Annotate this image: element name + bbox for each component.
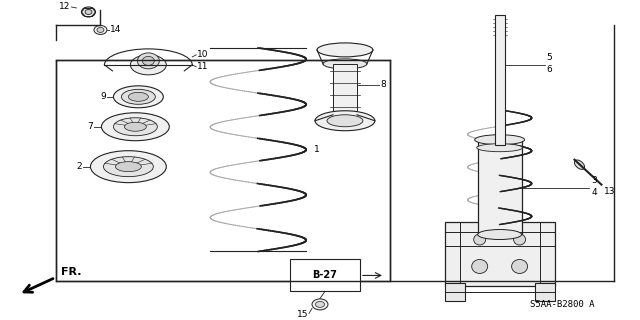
Ellipse shape [115, 162, 141, 172]
Ellipse shape [317, 43, 373, 57]
Ellipse shape [472, 260, 488, 274]
Ellipse shape [574, 160, 584, 169]
Ellipse shape [104, 157, 154, 177]
Text: 12: 12 [59, 3, 70, 12]
Text: 15: 15 [296, 310, 308, 319]
Ellipse shape [94, 26, 107, 35]
Ellipse shape [142, 56, 154, 65]
Ellipse shape [138, 53, 159, 69]
Text: FR.: FR. [61, 268, 81, 277]
Ellipse shape [474, 234, 486, 245]
Ellipse shape [312, 299, 328, 310]
Text: 4: 4 [591, 188, 597, 197]
Ellipse shape [477, 229, 522, 239]
Ellipse shape [131, 55, 166, 75]
Ellipse shape [113, 86, 163, 108]
Ellipse shape [511, 260, 527, 274]
Bar [534, 284, 554, 301]
Ellipse shape [323, 59, 367, 69]
Text: B-27: B-27 [312, 270, 337, 280]
Text: 11: 11 [197, 62, 209, 71]
Text: 14: 14 [111, 25, 122, 35]
Text: 5: 5 [547, 53, 552, 62]
Bar [495, 15, 504, 145]
Bar [445, 221, 554, 286]
Text: 2: 2 [77, 162, 83, 171]
Text: 8: 8 [380, 80, 386, 89]
Text: 6: 6 [547, 65, 552, 74]
Ellipse shape [315, 111, 375, 131]
Ellipse shape [85, 10, 92, 14]
Text: 7: 7 [88, 122, 93, 131]
Ellipse shape [475, 135, 525, 145]
Bar [333, 64, 357, 115]
Text: 3: 3 [591, 176, 597, 185]
Ellipse shape [102, 113, 170, 141]
Bar [445, 284, 465, 301]
Ellipse shape [122, 89, 156, 104]
Ellipse shape [327, 115, 363, 127]
Ellipse shape [477, 144, 523, 152]
Ellipse shape [90, 151, 166, 183]
Text: 10: 10 [197, 50, 209, 60]
Bar [56, 60, 390, 281]
Bar [290, 260, 360, 292]
Ellipse shape [124, 122, 147, 131]
Bar [477, 140, 522, 235]
Ellipse shape [514, 234, 525, 245]
Text: S5AA-B2800 A: S5AA-B2800 A [529, 300, 594, 309]
Text: 9: 9 [100, 92, 106, 101]
Text: 1: 1 [314, 145, 320, 154]
Ellipse shape [97, 28, 104, 32]
Ellipse shape [129, 92, 148, 101]
Ellipse shape [316, 301, 324, 308]
Ellipse shape [113, 118, 157, 136]
Text: 13: 13 [604, 187, 616, 196]
Ellipse shape [81, 7, 95, 17]
